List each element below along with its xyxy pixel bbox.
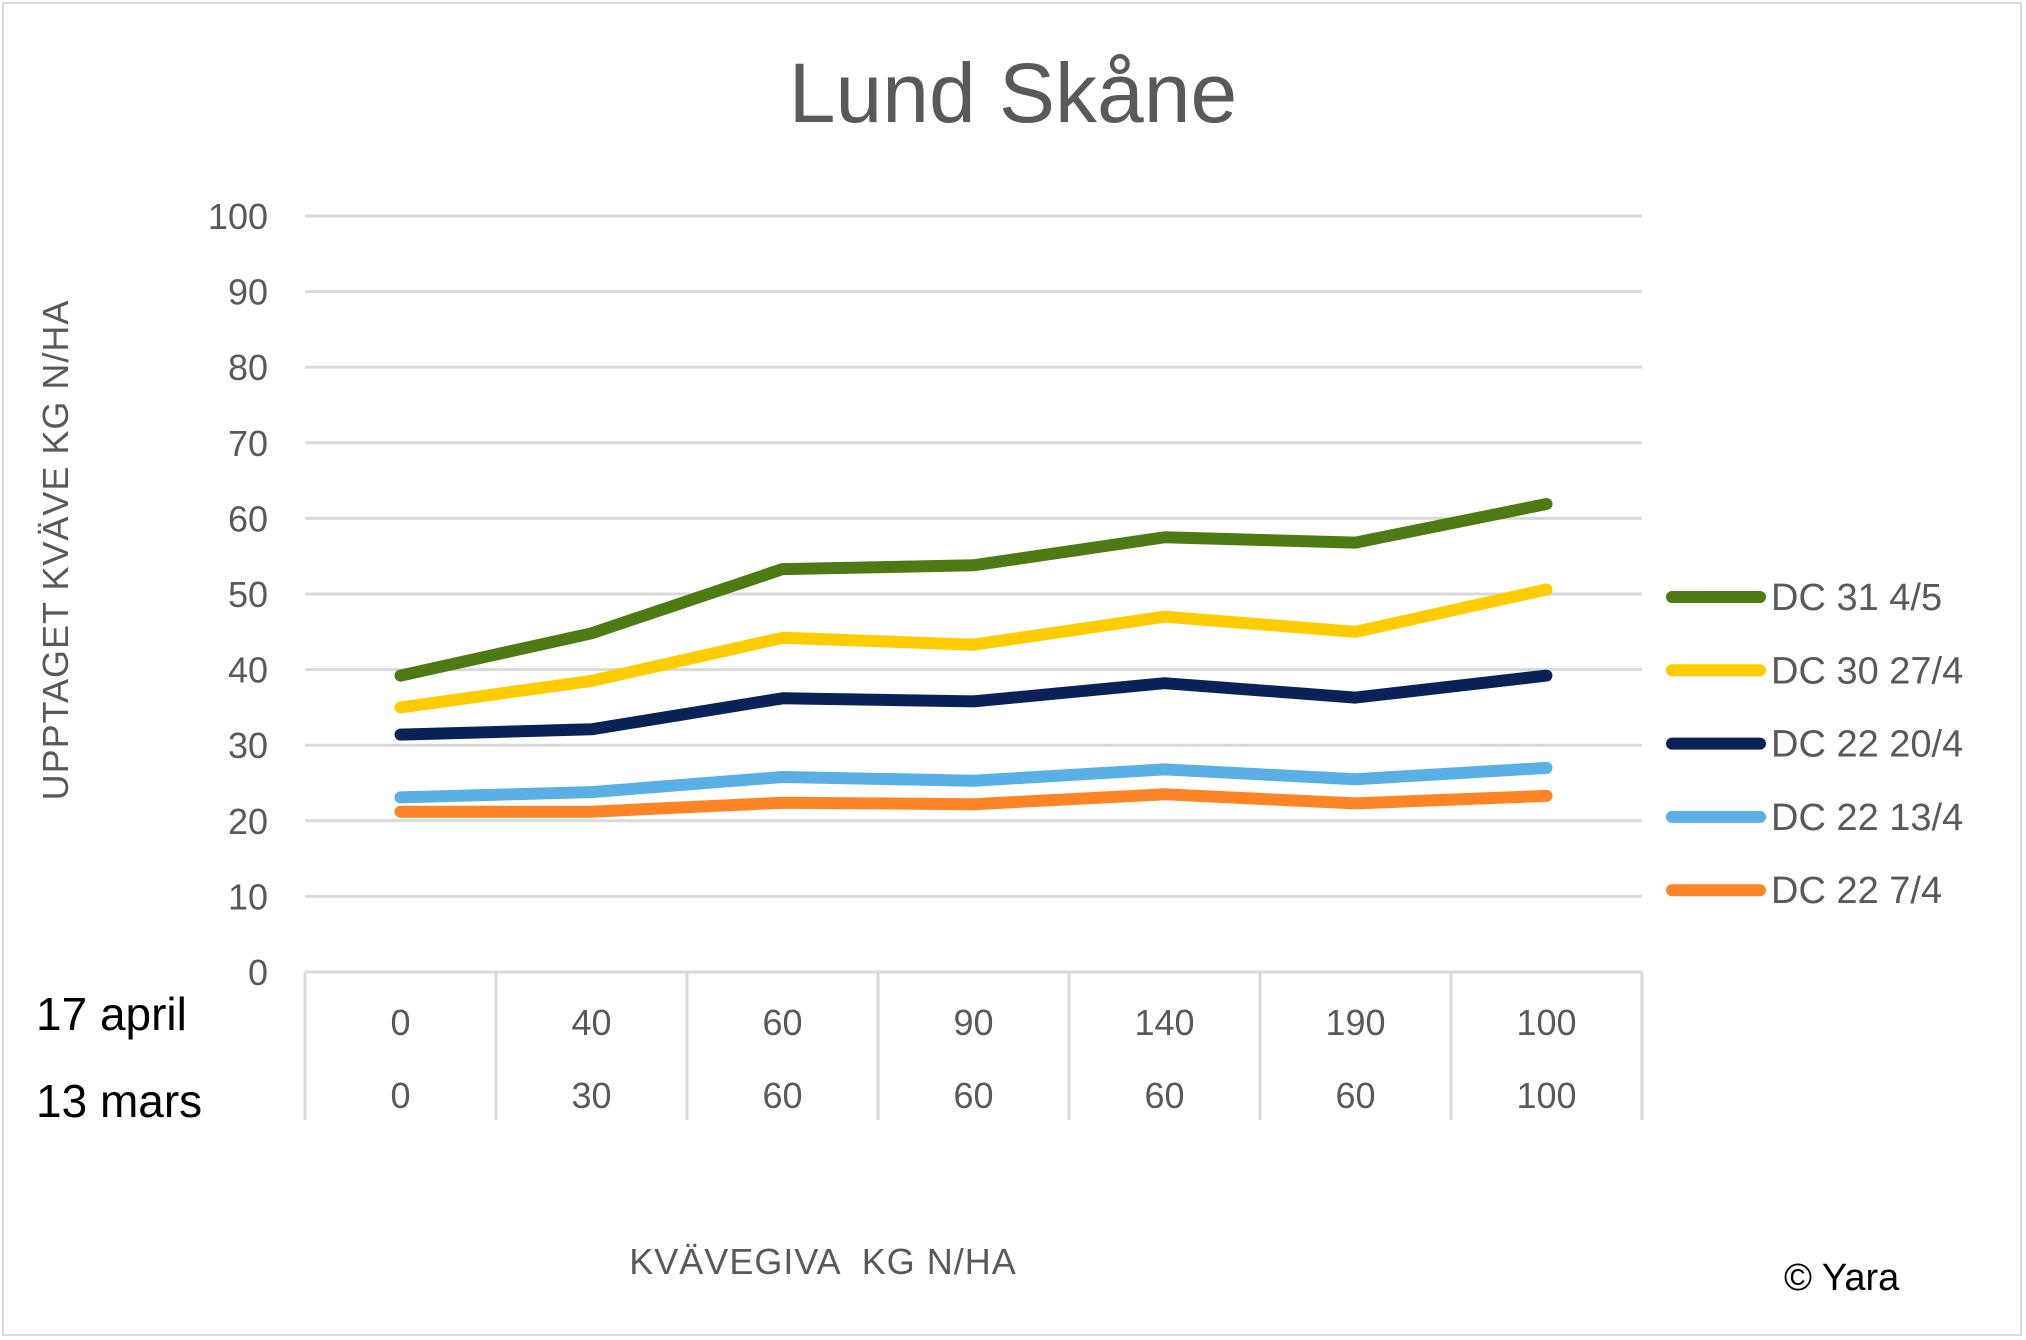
series-line-5: [394, 788, 1553, 818]
legend: DC 31 4/5 DC 30 27/4 DC 22 20/4 DC 22 13/4 D…: [1666, 577, 1963, 912]
series-line-4: [394, 761, 1553, 804]
y-tick-label: 100: [208, 196, 268, 237]
x-tick-label: 100: [1516, 1075, 1576, 1116]
x-tick-label: 140: [1134, 1002, 1194, 1043]
x-tick-label: 40: [571, 1002, 611, 1043]
legend-label: DC 30 27/4: [1771, 650, 1963, 692]
series-lines: [394, 498, 1553, 818]
series-line-1: [394, 498, 1553, 682]
category-row-label: 17 april: [36, 988, 187, 1040]
y-tick-label: 60: [228, 498, 268, 539]
legend-label: DC 22 7/4: [1771, 870, 1942, 912]
x-tick-label: 60: [762, 1002, 802, 1043]
y-tick-label: 20: [228, 801, 268, 842]
legend-label: DC 31 4/5: [1771, 577, 1942, 619]
x-tick-label: 60: [1335, 1075, 1375, 1116]
legend-label: DC 22 13/4: [1771, 797, 1963, 839]
x-tick-label: 90: [953, 1002, 993, 1043]
x-tick-label: 60: [762, 1075, 802, 1116]
x-axis-label: KVÄVEGIVA KG N/HA: [629, 1241, 1016, 1282]
x-tick-label: 190: [1325, 1002, 1385, 1043]
y-tick-label: 40: [228, 650, 268, 691]
copyright-text: © Yara: [1784, 1257, 1900, 1299]
category-row-label: 13 mars: [36, 1075, 202, 1127]
y-tick-label: 30: [228, 725, 268, 766]
x-tick-label: 100: [1516, 1002, 1576, 1043]
y-tick-label: 70: [228, 423, 268, 464]
y-tick-label: 0: [248, 952, 268, 993]
series-line-3: [394, 669, 1553, 741]
x-tick-label: 0: [390, 1075, 410, 1116]
y-tick-label: 50: [228, 574, 268, 615]
x-tick-label: 60: [1144, 1075, 1184, 1116]
series-line-2: [394, 583, 1553, 714]
x-tick-label: 30: [571, 1075, 611, 1116]
legend-label: DC 22 20/4: [1771, 724, 1963, 766]
y-tick-labels: 0 10 20 30 40 50 60 70 80 90 100: [208, 196, 268, 993]
x-tick-label: 60: [953, 1075, 993, 1116]
chart-title: Lund Skåne: [789, 46, 1237, 140]
y-tick-label: 80: [228, 347, 268, 388]
y-tick-label: 90: [228, 272, 268, 313]
x-tick-label: 0: [390, 1002, 410, 1043]
x-category-table: 17 april 0 40 60 90 140 190 100 13 mars 0 30 60 60 60…: [36, 972, 1644, 1127]
gridlines: [305, 214, 1642, 974]
y-axis-label: UPPTAGET KVÄVE KG N/HA: [35, 300, 76, 801]
y-tick-label: 10: [228, 876, 268, 917]
